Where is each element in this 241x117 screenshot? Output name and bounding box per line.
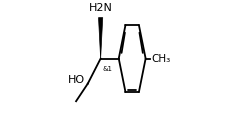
Text: H2N: H2N <box>89 3 113 13</box>
Text: &1: &1 <box>102 66 112 72</box>
Text: HO: HO <box>68 75 85 85</box>
Text: CH₃: CH₃ <box>151 54 170 64</box>
Polygon shape <box>99 18 103 58</box>
